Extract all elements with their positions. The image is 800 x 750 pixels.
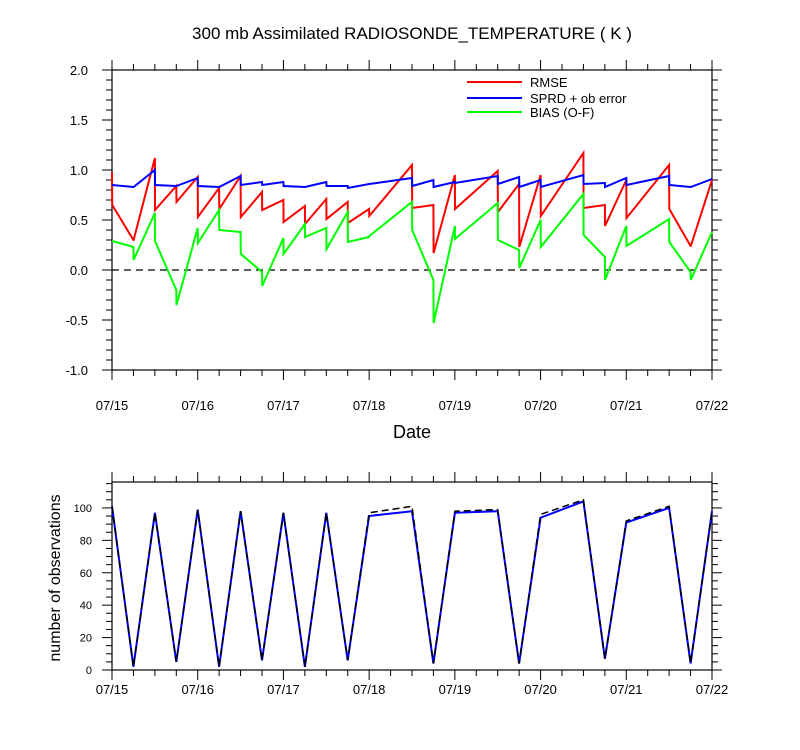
x-tick-label: 07/20	[524, 682, 557, 697]
x-tick-label: 07/19	[439, 682, 472, 697]
legend: RMSE SPRD + ob error BIAS (O-F)	[467, 75, 627, 120]
legend-label-bias: BIAS (O-F)	[530, 105, 594, 120]
x-tick-label: 07/21	[610, 682, 643, 697]
y-tick-label: 20	[80, 633, 92, 645]
legend-label-sprd: SPRD + ob error	[530, 91, 627, 106]
y-tick-label: -0.5	[66, 313, 88, 328]
y-tick-label: 80	[80, 535, 92, 547]
series-line-sprd-ob-error	[112, 167, 713, 190]
legend-label-rmse: RMSE	[530, 75, 568, 90]
series-line-total	[111, 498, 713, 667]
x-tick-label: 07/15	[96, 398, 129, 413]
x-tick-label: 07/18	[353, 682, 386, 697]
y-tick-label: 60	[80, 568, 92, 580]
x-tick-label: 07/17	[267, 682, 300, 697]
x-tick-label: 07/22	[696, 398, 729, 413]
chart-title: 300 mb Assimilated RADIOSONDE_TEMPERATUR…	[192, 24, 632, 43]
series-line-bias-o-f	[111, 191, 713, 324]
bottom-chart: 07/15 07/16 07/17 07/18 07/19 07/20 07/21 07/22…	[74, 472, 729, 697]
x-tick-label: 07/15	[96, 682, 129, 697]
y-tick-label: 0.0	[70, 263, 88, 278]
y-tick-label: 1.5	[70, 113, 88, 128]
x-tick-label: 07/19	[439, 398, 472, 413]
x-tick-label: 07/18	[353, 398, 386, 413]
x-tick-label: 07/16	[181, 398, 214, 413]
x-tick-label: 07/17	[267, 398, 300, 413]
y-tick-label: 0.5	[70, 213, 88, 228]
y-tick-label: 100	[74, 503, 92, 515]
y-tick-label: 1.0	[70, 163, 88, 178]
x-axis-label: Date	[393, 422, 431, 442]
y-axis-label: number of observations	[47, 494, 64, 661]
y-tick-label: -1.0	[66, 363, 88, 378]
y-tick-label: 2.0	[70, 63, 88, 78]
x-tick-label: 07/22	[696, 682, 729, 697]
x-tick-label: 07/21	[610, 398, 643, 413]
x-tick-label: 07/20	[524, 398, 557, 413]
top-chart: 07/15 07/16 07/17 07/18 07/19 07/20 07/21 07/22…	[66, 60, 729, 413]
y-tick-label: 40	[80, 600, 92, 612]
y-tick-label: 0	[86, 665, 92, 677]
series-line-assimilated	[111, 500, 713, 667]
x-tick-label: 07/16	[181, 682, 214, 697]
